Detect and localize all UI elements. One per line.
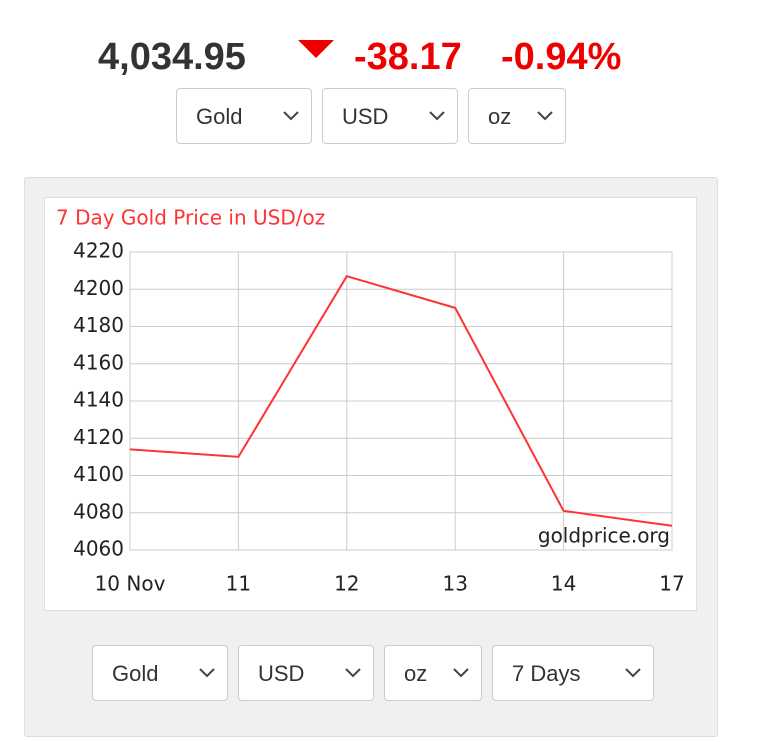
percent: -0.94%: [501, 36, 622, 78]
price: 4,034.95: [98, 36, 246, 78]
y-tick-label: 4200: [73, 276, 124, 300]
x-tick-label: 10 Nov: [95, 572, 166, 596]
x-tick-label: 17: [659, 572, 684, 596]
select-text: Gold: [112, 661, 159, 686]
y-tick-label: 4100: [73, 462, 124, 486]
select-text: USD: [342, 104, 389, 129]
select-text: USD: [258, 661, 305, 686]
change: -38.17: [354, 36, 462, 78]
chevron: [537, 111, 553, 121]
chevron: [199, 668, 215, 678]
unit-select[interactable]: oz: [468, 88, 566, 144]
chevron: [429, 111, 445, 121]
watermark: goldprice.org: [538, 524, 670, 548]
x-tick-label: 14: [551, 572, 576, 596]
y-tick-label: 4160: [73, 350, 124, 374]
select-text: oz: [404, 661, 428, 686]
x-tick-label: 12: [334, 572, 359, 596]
period-select[interactable]: 7 Days: [492, 645, 654, 701]
chart-title: 7 Day Gold Price in USD/oz: [56, 206, 325, 230]
unit-select[interactable]: oz: [384, 645, 482, 701]
chart: 7 Day Gold Price in USD/oz 4060 4080 4100 4…: [56, 206, 685, 596]
chevron: [453, 668, 469, 678]
y-tick-label: 4120: [73, 425, 124, 449]
y-tick-label: 4080: [73, 499, 124, 523]
price-line: [129, 275, 673, 527]
x-tick-label: 11: [226, 572, 251, 596]
metal-select[interactable]: Gold: [92, 645, 228, 701]
select-text: oz: [488, 104, 512, 129]
down-arrow: [298, 40, 334, 58]
currency-select[interactable]: USD: [238, 645, 374, 701]
chevron: [625, 668, 641, 678]
y-tick-label: 4060: [73, 537, 124, 561]
select-text: Gold: [196, 104, 243, 129]
metal-select[interactable]: Gold: [176, 88, 312, 144]
select-text: 7 Days: [512, 661, 581, 686]
y-tick-label: 4220: [73, 239, 124, 263]
y-tick-label: 4180: [73, 313, 124, 337]
chevron: [345, 668, 361, 678]
y-tick-label: 4140: [73, 388, 124, 412]
currency-select[interactable]: USD: [322, 88, 458, 144]
x-tick-label: 13: [442, 572, 467, 596]
chevron: [283, 111, 299, 121]
